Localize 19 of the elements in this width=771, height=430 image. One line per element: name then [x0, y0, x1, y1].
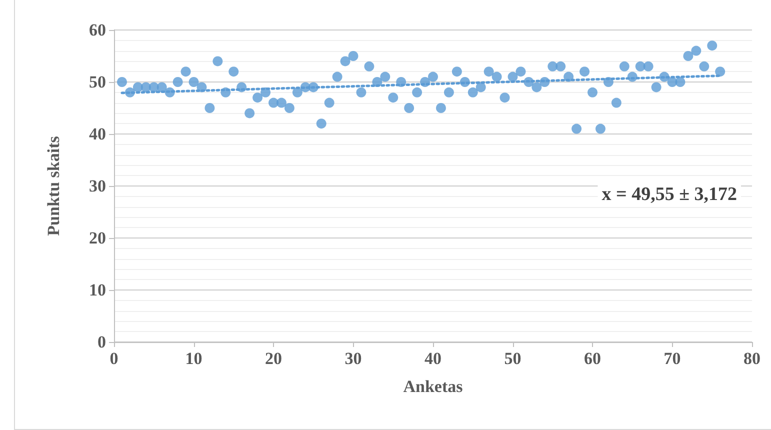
x-axis-title: Anketas [403, 377, 464, 396]
y-tick-label: 0 [98, 332, 106, 352]
y-tick-label: 20 [89, 228, 106, 248]
x-tick-label: 50 [504, 349, 522, 368]
x-tick-label: 20 [265, 349, 282, 368]
x-tick-label: 0 [110, 349, 118, 368]
x-tick-label: 80 [744, 349, 760, 368]
x-tick-label: 40 [424, 349, 442, 368]
y-tick-label: 10 [89, 280, 106, 300]
y-tick-label: 50 [89, 72, 106, 92]
y-tick-label: 30 [89, 176, 106, 196]
x-tick-label: 70 [664, 349, 681, 368]
annotation: x = 49,55 ± 3,172 [602, 184, 738, 205]
x-tick-label: 60 [584, 349, 601, 368]
y-tick-label: 40 [89, 124, 106, 144]
y-tick-label: 60 [89, 20, 106, 40]
y-axis-title: Punktu skaits [44, 136, 63, 236]
x-tick-label: 30 [344, 349, 362, 368]
x-tick-label: 10 [185, 349, 202, 368]
